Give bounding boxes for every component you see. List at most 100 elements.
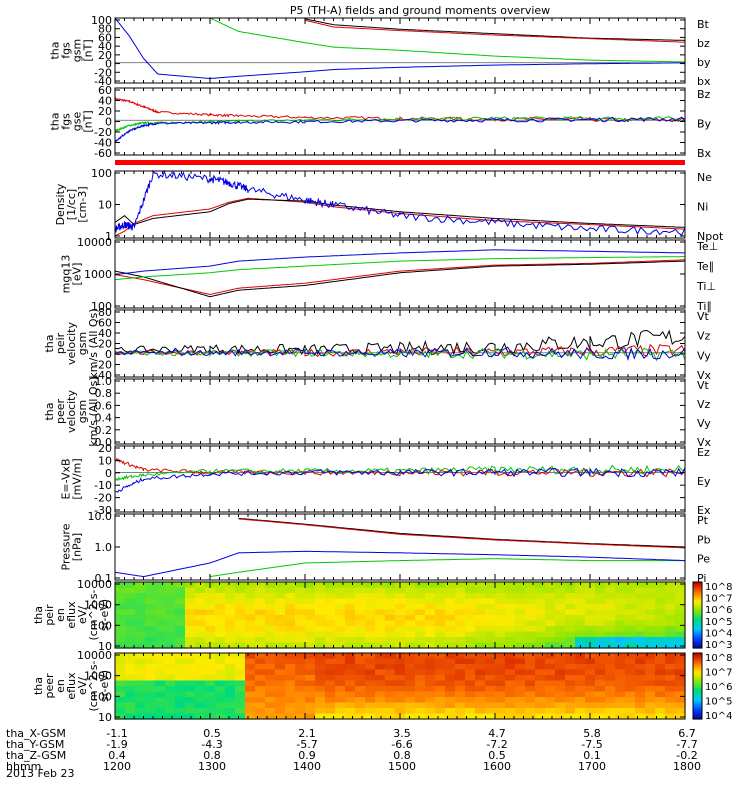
spectrogram-cell — [525, 675, 536, 682]
spectrogram-cell — [355, 609, 366, 616]
spectrogram-cell — [285, 697, 296, 704]
spectrogram-cell — [515, 653, 526, 660]
spectrogram-cell — [435, 593, 446, 600]
ylabel: gsm — [76, 332, 89, 355]
spectrogram-cell — [335, 631, 346, 638]
orbit-value: 1800 — [673, 760, 701, 773]
panel-frame — [114, 170, 686, 239]
orbit-row-label: tha_X-GSM — [6, 727, 66, 740]
spectrogram-cell — [215, 669, 226, 676]
spectrogram-cell — [565, 691, 576, 698]
spectrogram-cell — [565, 642, 576, 649]
colorbar-segment — [693, 584, 702, 587]
spectrogram-cell — [405, 637, 416, 644]
spectrogram-cell — [265, 697, 276, 704]
spectrogram-cell — [425, 708, 436, 715]
colorbar-segment — [693, 666, 702, 669]
spectrogram-cell — [175, 642, 186, 649]
colorbar-segment — [693, 708, 702, 711]
spectrogram-cell — [355, 598, 366, 605]
ytick-label: 100 — [91, 300, 112, 313]
ylabel: peer — [43, 673, 56, 699]
ytick-label: -10 — [94, 479, 112, 492]
spectrogram-cell — [465, 598, 476, 605]
spectrogram-cell — [675, 653, 686, 660]
spectrogram-cell — [205, 669, 216, 676]
spectrogram-cell — [415, 669, 426, 676]
spectrogram-cell — [645, 637, 656, 644]
spectrogram-cell — [205, 631, 216, 638]
spectrogram-cell — [475, 615, 486, 622]
spectrogram-cell — [655, 593, 666, 600]
spectrogram-cell — [655, 664, 666, 671]
spectrogram-cell — [345, 620, 356, 627]
spectrogram-cell — [645, 708, 656, 715]
ylabel: peir — [54, 332, 67, 354]
ylabel: velocity — [65, 322, 78, 365]
spectrogram-cell — [215, 708, 226, 715]
ylabel: [nT] — [82, 110, 95, 132]
spectrogram-cell — [175, 664, 186, 671]
colorbar-segment — [693, 604, 702, 607]
spectrogram-cell — [365, 609, 376, 616]
spectrogram-cell — [285, 708, 296, 715]
spectrogram-cell — [115, 680, 126, 687]
spectrogram-cell — [265, 626, 276, 633]
spectrogram-cell — [485, 653, 496, 660]
spectrogram-cell — [495, 587, 506, 594]
spectrogram-cell — [165, 615, 176, 622]
spectrogram-cell — [135, 615, 146, 622]
spectrogram-cell — [555, 713, 566, 720]
spectrogram-cell — [285, 658, 296, 665]
spectrogram-cell — [375, 708, 386, 715]
spectrogram-cell — [495, 598, 506, 605]
spectrogram-cell — [525, 604, 536, 611]
spectrogram-cell — [585, 664, 596, 671]
spectrogram-cell — [625, 653, 636, 660]
spectrogram-cell — [215, 680, 226, 687]
spectrogram-cell — [375, 669, 386, 676]
spectrogram-cell — [425, 598, 436, 605]
spectrogram-cell — [245, 604, 256, 611]
spectrogram-cell — [355, 658, 366, 665]
spectrogram-cell — [465, 708, 476, 715]
spectrogram-cell — [135, 686, 146, 693]
spectrogram-cell — [595, 620, 606, 627]
spectrogram-cell — [335, 686, 346, 693]
spectrogram-cell — [595, 598, 606, 605]
spectrogram-cell — [485, 609, 496, 616]
spectrogram-cell — [495, 615, 506, 622]
spectrogram-cell — [585, 631, 596, 638]
spectrogram-cell — [215, 637, 226, 644]
spectrogram-cell — [365, 675, 376, 682]
spectrogram-cell — [225, 680, 236, 687]
spectrogram-cell — [655, 697, 666, 704]
spectrogram-cell — [335, 680, 346, 687]
spectrogram-cell — [195, 691, 206, 698]
spectrogram-cell — [505, 675, 516, 682]
legend-by: By — [697, 118, 712, 131]
spectrogram-cell — [355, 680, 366, 687]
spectrogram-cell — [165, 609, 176, 616]
spectrogram-cell — [635, 642, 646, 649]
spectrogram-cell — [425, 604, 436, 611]
spectrogram-cell — [415, 664, 426, 671]
spectrogram-cell — [675, 637, 686, 644]
spectrogram-cell — [395, 626, 406, 633]
ytick-label: 100 — [91, 690, 112, 703]
spectrogram-cell — [445, 626, 456, 633]
spectrogram-cell — [475, 582, 486, 589]
spectrogram-cell — [615, 680, 626, 687]
ylabel: en — [54, 608, 67, 622]
spectrogram-cell — [485, 626, 496, 633]
spectrogram-cell — [255, 697, 266, 704]
spectrogram-cell — [135, 664, 146, 671]
spectrogram-cell — [135, 675, 146, 682]
spectrogram-cell — [335, 664, 346, 671]
spectrogram-cell — [595, 615, 606, 622]
spectrogram-cell — [665, 637, 676, 644]
spectrogram-cell — [585, 708, 596, 715]
spectrogram-cell — [355, 697, 366, 704]
